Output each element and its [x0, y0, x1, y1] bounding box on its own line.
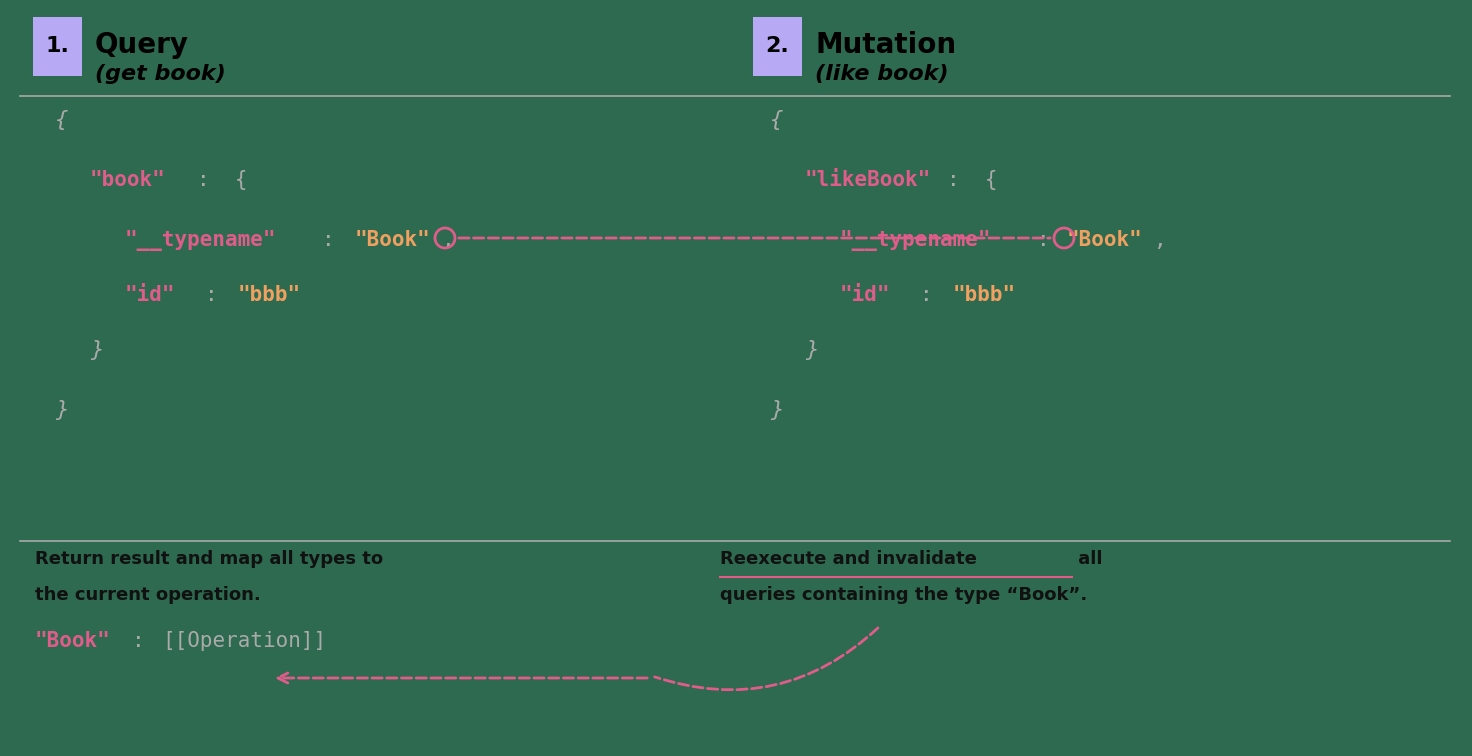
Text: 2.: 2. — [765, 36, 789, 57]
Text: Query: Query — [96, 31, 188, 59]
Text: {: { — [770, 110, 783, 130]
FancyBboxPatch shape — [754, 17, 802, 76]
Text: all: all — [1072, 550, 1103, 568]
Text: :  {: : { — [946, 170, 998, 190]
Text: }: } — [805, 340, 818, 360]
Text: queries containing the type “Book”.: queries containing the type “Book”. — [720, 586, 1088, 604]
Text: :: : — [205, 285, 243, 305]
FancyBboxPatch shape — [32, 17, 82, 76]
Text: ,: , — [442, 230, 455, 250]
Text: :  {: : { — [197, 170, 247, 190]
Text: "__typename": "__typename" — [841, 230, 992, 251]
Text: :: : — [1036, 230, 1075, 250]
Text: "bbb": "bbb" — [952, 285, 1016, 305]
Text: "Book": "Book" — [1067, 230, 1142, 250]
Text: }: } — [770, 400, 783, 420]
Text: "likeBook": "likeBook" — [805, 170, 932, 190]
Text: "book": "book" — [90, 170, 166, 190]
Text: "bbb": "bbb" — [238, 285, 302, 305]
Text: "Book": "Book" — [355, 230, 431, 250]
Text: 1.: 1. — [46, 36, 69, 57]
Text: }: } — [54, 400, 68, 420]
Text: :: : — [920, 285, 958, 305]
Text: (like book): (like book) — [815, 64, 948, 84]
Text: {: { — [54, 110, 68, 130]
Text: "Book": "Book" — [35, 631, 110, 651]
Text: the current operation.: the current operation. — [35, 586, 261, 604]
Text: Mutation: Mutation — [815, 31, 957, 59]
Text: Return result and map all types to: Return result and map all types to — [35, 550, 383, 568]
Text: "id": "id" — [841, 285, 891, 305]
Text: [[Operation]]: [[Operation]] — [162, 631, 327, 651]
Text: :: : — [132, 631, 169, 651]
Text: (get book): (get book) — [96, 64, 225, 84]
Text: }: } — [90, 340, 103, 360]
Text: ,: , — [1154, 230, 1167, 250]
Text: "id": "id" — [125, 285, 175, 305]
Text: "__typename": "__typename" — [125, 230, 277, 251]
Text: :: : — [322, 230, 359, 250]
Text: Reexecute and invalidate: Reexecute and invalidate — [720, 550, 977, 568]
